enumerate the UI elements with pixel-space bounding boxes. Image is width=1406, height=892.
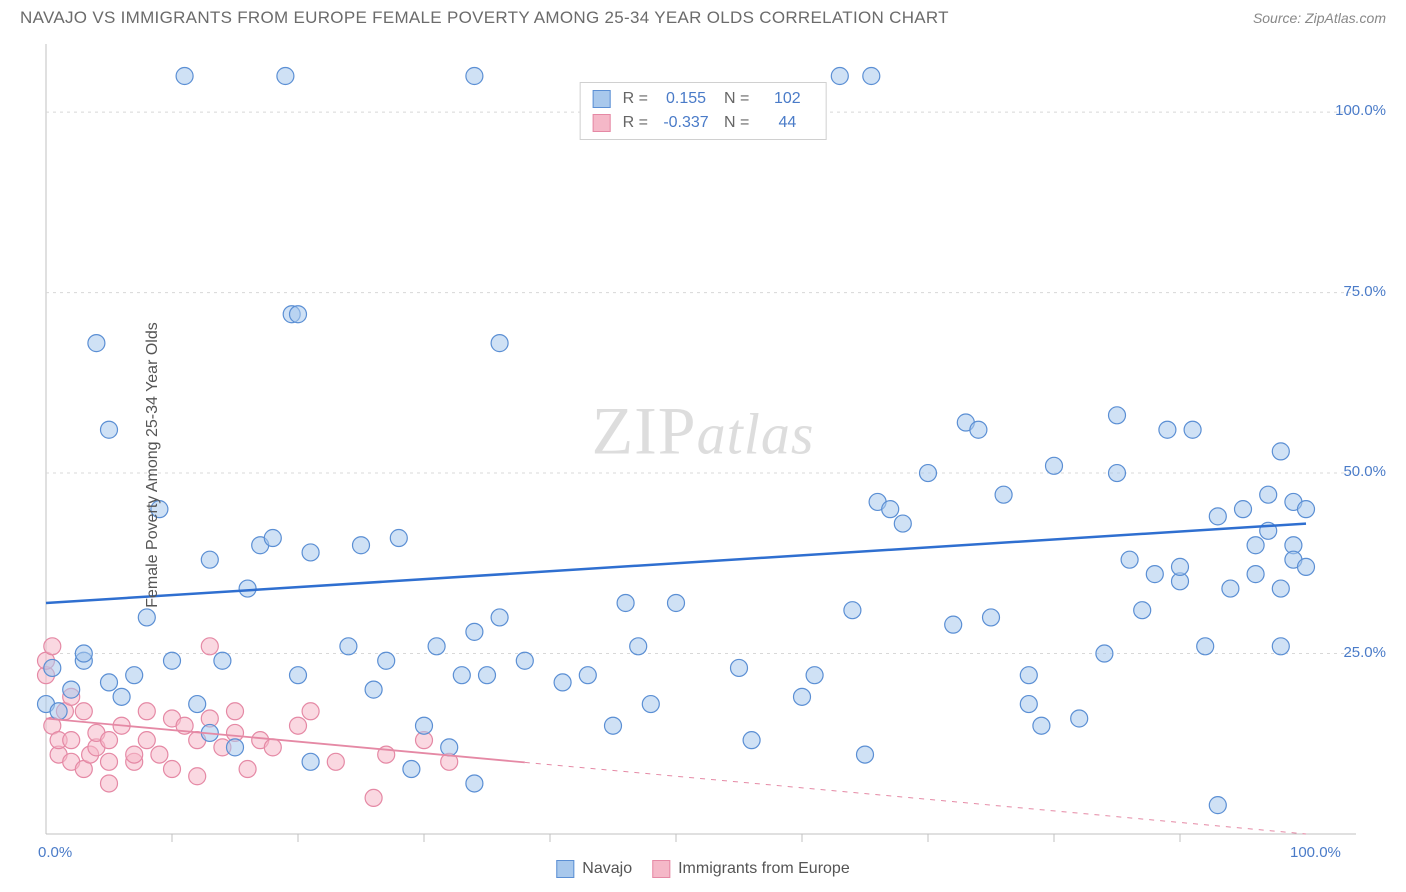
- legend-navajo: Navajo: [556, 860, 632, 878]
- stats-row-europe: R = -0.337 N = 44: [593, 111, 814, 135]
- swatch-europe-icon: [652, 860, 670, 878]
- y-tick-label: 50.0%: [1343, 463, 1386, 480]
- n-value-navajo: 102: [761, 87, 813, 111]
- r-value-navajo: 0.155: [660, 87, 712, 111]
- r-value-europe: -0.337: [660, 111, 712, 135]
- series-legend: Navajo Immigrants from Europe: [556, 860, 849, 878]
- stats-row-navajo: R = 0.155 N = 102: [593, 87, 814, 111]
- swatch-navajo-icon: [593, 90, 611, 108]
- y-tick-label: 75.0%: [1343, 283, 1386, 300]
- r-label: R =: [623, 87, 648, 111]
- swatch-europe-icon: [593, 114, 611, 132]
- n-value-europe: 44: [761, 111, 813, 135]
- source-label: Source: ZipAtlas.com: [1253, 10, 1386, 26]
- swatch-navajo-icon: [556, 860, 574, 878]
- n-label: N =: [724, 87, 749, 111]
- y-tick-label: 100.0%: [1335, 102, 1386, 119]
- y-axis-label: Female Poverty Among 25-34 Year Olds: [144, 322, 162, 608]
- legend-europe: Immigrants from Europe: [652, 860, 850, 878]
- x-tick-label: 0.0%: [38, 844, 72, 861]
- chart-title: NAVAJO VS IMMIGRANTS FROM EUROPE FEMALE …: [20, 8, 949, 28]
- legend-europe-label: Immigrants from Europe: [678, 860, 850, 878]
- r-label: R =: [623, 111, 648, 135]
- legend-navajo-label: Navajo: [582, 860, 632, 878]
- x-tick-label: 100.0%: [1290, 844, 1341, 861]
- chart-area: ZIPatlas Female Poverty Among 25-34 Year…: [0, 38, 1406, 892]
- stats-legend: R = 0.155 N = 102 R = -0.337 N = 44: [580, 82, 827, 140]
- y-tick-label: 25.0%: [1343, 644, 1386, 661]
- n-label: N =: [724, 111, 749, 135]
